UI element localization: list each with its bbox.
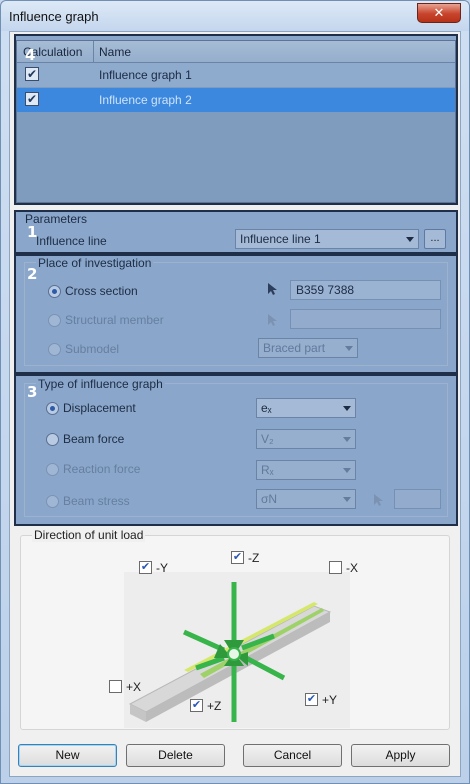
influence-line-dropdown[interactable]: Influence line 1 xyxy=(235,229,419,249)
pick-cursor-icon[interactable] xyxy=(267,282,279,296)
submodel-label: Submodel xyxy=(65,342,120,356)
minus-y-label: -Y xyxy=(156,561,168,575)
cross-section-label: Cross section xyxy=(65,284,138,298)
overlay-region-type xyxy=(14,374,458,526)
reaction-force-radio[interactable] xyxy=(46,463,59,476)
structural-member-radio[interactable] xyxy=(48,314,61,327)
plus-y-checkbox[interactable]: ✔ xyxy=(305,693,318,706)
beam-force-component-value: V₂ xyxy=(261,432,274,446)
beam-stress-radio[interactable] xyxy=(46,495,59,508)
browse-button[interactable]: ... xyxy=(424,229,446,249)
minus-z-checkbox[interactable]: ✔ xyxy=(231,551,244,564)
submodel-value: Braced part xyxy=(263,341,326,355)
displacement-component-value: eₓ xyxy=(261,401,272,415)
cancel-button[interactable]: Cancel xyxy=(243,744,342,767)
structural-member-field[interactable] xyxy=(290,309,441,329)
cross-section-radio[interactable] xyxy=(48,285,61,298)
calculation-checkbox[interactable]: ✔ xyxy=(25,92,39,106)
type-title: Type of influence graph xyxy=(36,377,165,391)
displacement-component-dropdown[interactable]: eₓ xyxy=(256,398,356,418)
row-name: Influence graph 1 xyxy=(99,68,192,82)
title-bar: Influence graph ✕ xyxy=(1,1,469,31)
beam-force-label: Beam force xyxy=(63,432,125,446)
minus-x-checkbox[interactable] xyxy=(329,561,342,574)
reaction-force-label: Reaction force xyxy=(63,462,141,476)
chevron-down-icon xyxy=(343,468,351,473)
place-title: Place of investigation xyxy=(36,256,154,270)
influence-line-value: Influence line 1 xyxy=(240,232,321,246)
chevron-down-icon xyxy=(345,346,353,351)
beam-stress-component-dropdown[interactable]: σN xyxy=(256,489,356,509)
pick-cursor-icon[interactable] xyxy=(267,313,279,327)
influence-graph-table: Calculation Name ✔ Influence graph 1 ✔ I… xyxy=(16,40,456,203)
table-header: Calculation Name xyxy=(17,41,455,63)
row-name: Influence graph 2 xyxy=(99,93,192,107)
beam-force-component-dropdown[interactable]: V₂ xyxy=(256,429,356,449)
cross-section-field[interactable]: B359 7388 xyxy=(290,280,441,300)
plus-x-label: +X xyxy=(126,680,142,694)
plus-z-label: +Z xyxy=(207,699,222,713)
type-groupbox xyxy=(24,383,448,517)
new-button[interactable]: New xyxy=(18,744,117,767)
minus-y-checkbox[interactable]: ✔ xyxy=(139,561,152,574)
displacement-label: Displacement xyxy=(63,401,136,415)
apply-button[interactable]: Apply xyxy=(351,744,450,767)
beam-force-radio[interactable] xyxy=(46,433,59,446)
place-groupbox xyxy=(24,262,448,366)
submodel-dropdown[interactable]: Braced part xyxy=(258,338,358,358)
dialog-client-area: Calculation Name ✔ Influence graph 1 ✔ I… xyxy=(9,31,461,777)
beam-stress-field[interactable] xyxy=(394,489,441,509)
plus-y-label: +Y xyxy=(322,693,338,707)
plus-z-checkbox[interactable]: ✔ xyxy=(190,699,203,712)
reaction-force-component-dropdown[interactable]: Rₓ xyxy=(256,460,356,480)
chevron-down-icon xyxy=(343,497,351,502)
chevron-down-icon xyxy=(343,406,351,411)
chevron-down-icon xyxy=(406,237,414,242)
column-header-name[interactable]: Name xyxy=(99,45,132,59)
table-row[interactable]: ✔ Influence graph 1 xyxy=(17,63,455,87)
beam-stress-component-value: σN xyxy=(261,492,278,506)
submodel-radio[interactable] xyxy=(48,343,61,356)
column-header-calculation[interactable]: Calculation xyxy=(23,45,83,59)
plus-x-checkbox[interactable] xyxy=(109,680,122,693)
overlay-number: 4 xyxy=(25,46,36,64)
pick-cursor-icon[interactable] xyxy=(373,493,385,507)
chevron-down-icon xyxy=(343,437,351,442)
window-title: Influence graph xyxy=(9,9,99,24)
table-row-selected[interactable]: ✔ Influence graph 2 xyxy=(17,88,455,112)
direction-title: Direction of unit load xyxy=(32,528,146,542)
reaction-force-component-value: Rₓ xyxy=(261,463,274,477)
delete-button[interactable]: Delete xyxy=(126,744,225,767)
overlay-number: 1 xyxy=(27,223,38,241)
overlay-number: 3 xyxy=(27,383,38,401)
displacement-radio[interactable] xyxy=(46,402,59,415)
influence-line-label: Influence line xyxy=(36,234,107,248)
structural-member-label: Structural member xyxy=(65,313,164,327)
calculation-checkbox[interactable]: ✔ xyxy=(25,67,39,81)
minus-z-label: -Z xyxy=(248,551,260,565)
beam-load-illustration xyxy=(124,572,350,728)
minus-x-label: -X xyxy=(346,561,358,575)
overlay-number: 2 xyxy=(27,265,38,283)
beam-stress-label: Beam stress xyxy=(63,494,130,508)
close-button[interactable]: ✕ xyxy=(417,3,461,23)
parameters-title: Parameters xyxy=(25,212,88,226)
